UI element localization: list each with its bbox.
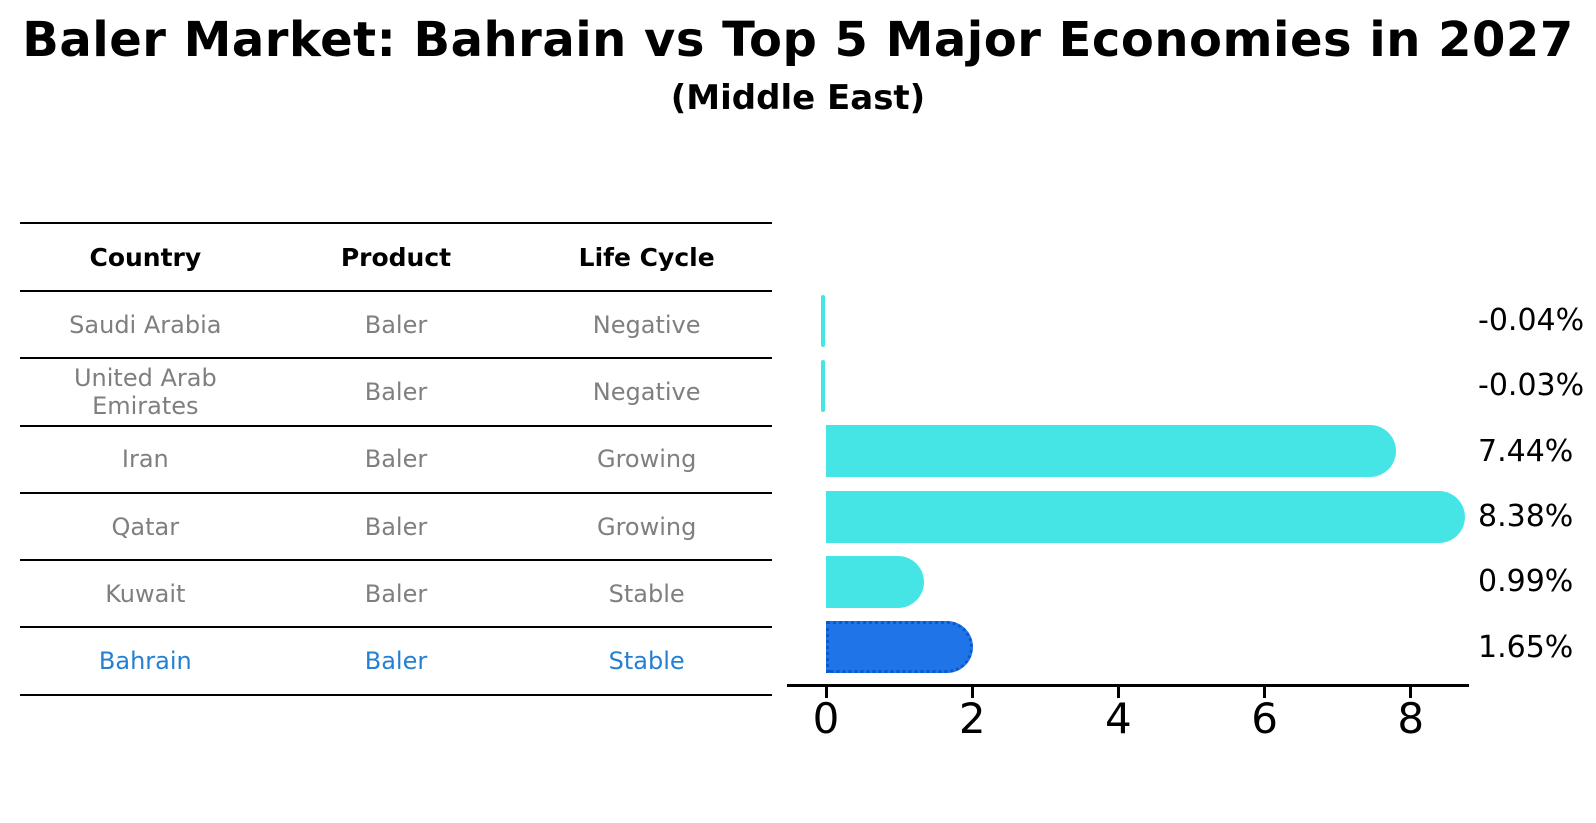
table-row: Bahrain Baler Stable bbox=[20, 627, 772, 696]
x-axis-tick bbox=[824, 687, 828, 698]
table-cell-product: Baler bbox=[270, 358, 522, 427]
x-axis-tick-label: 2 bbox=[958, 694, 986, 743]
value-label: 0.99% bbox=[1478, 564, 1574, 600]
bar-track bbox=[787, 484, 1469, 549]
table-cell-product: Baler bbox=[270, 492, 522, 562]
table-cell-country: Qatar bbox=[20, 492, 271, 562]
table-header-lifecycle: Life Cycle bbox=[521, 223, 772, 292]
table-cell-product: Baler bbox=[270, 627, 522, 696]
x-axis-tick bbox=[970, 687, 974, 698]
table-cell-lifecycle: Stable bbox=[521, 560, 772, 629]
bar-track bbox=[787, 615, 1469, 680]
chart-title: Baler Market: Bahrain vs Top 5 Major Eco… bbox=[22, 12, 1574, 68]
bar-iran bbox=[826, 425, 1396, 478]
bar-kuwait bbox=[826, 555, 925, 608]
table-cell-country: Iran bbox=[20, 425, 271, 494]
value-label: -0.03% bbox=[1478, 368, 1585, 404]
table-cell-product: Baler bbox=[270, 425, 522, 494]
table-cell-country: United Arab Emirates bbox=[20, 358, 271, 427]
bar-track bbox=[787, 419, 1469, 484]
table-cell-country: Kuwait bbox=[20, 560, 271, 629]
bar-chart bbox=[787, 288, 1469, 680]
x-axis-tick-label: 0 bbox=[812, 694, 840, 743]
table-header-row: Country Product Life Cycle bbox=[20, 223, 772, 292]
x-axis-tick bbox=[1409, 687, 1413, 698]
bar-track bbox=[787, 353, 1469, 418]
table-cell-lifecycle: Growing bbox=[521, 425, 772, 494]
table-header-country: Country bbox=[20, 223, 271, 292]
table-cell-lifecycle: Negative bbox=[521, 291, 772, 360]
x-axis-tick bbox=[1263, 687, 1267, 698]
table-row: Kuwait Baler Stable bbox=[20, 560, 772, 629]
x-axis-line bbox=[787, 684, 1469, 687]
value-label: -0.04% bbox=[1478, 303, 1585, 339]
bar-bahrain bbox=[826, 621, 973, 674]
value-label: 8.38% bbox=[1478, 499, 1574, 535]
table-row: United Arab Emirates Baler Negative bbox=[20, 358, 772, 427]
x-axis-tick bbox=[1116, 687, 1120, 698]
table-row: Qatar Baler Growing bbox=[20, 492, 772, 562]
bar-qatar bbox=[826, 490, 1465, 543]
table-cell-lifecycle: Negative bbox=[521, 358, 772, 427]
table-header-product: Product bbox=[270, 223, 522, 292]
x-axis-tick-label: 8 bbox=[1397, 694, 1425, 743]
bar-saudi-arabia bbox=[821, 294, 825, 347]
table-cell-product: Baler bbox=[270, 560, 522, 629]
table-cell-lifecycle: Stable bbox=[521, 627, 772, 696]
table-row: Saudi Arabia Baler Negative bbox=[20, 291, 772, 360]
table-cell-lifecycle: Growing bbox=[521, 492, 772, 562]
chart-subtitle: (Middle East) bbox=[670, 78, 926, 118]
value-label: 7.44% bbox=[1478, 433, 1574, 469]
x-axis-tick-label: 4 bbox=[1105, 694, 1132, 743]
value-label: 1.65% bbox=[1478, 629, 1574, 665]
bar-track bbox=[787, 549, 1469, 614]
table-cell-country: Saudi Arabia bbox=[20, 291, 271, 360]
country-table: Country Product Life Cycle Saudi Arabia … bbox=[20, 222, 772, 696]
table-cell-product: Baler bbox=[270, 291, 522, 360]
table-row: Iran Baler Growing bbox=[20, 425, 772, 494]
bar-track bbox=[787, 288, 1469, 353]
bar-united-arab-emirates bbox=[821, 359, 825, 412]
table-cell-country: Bahrain bbox=[20, 627, 271, 696]
x-axis-tick-label: 6 bbox=[1251, 694, 1278, 743]
